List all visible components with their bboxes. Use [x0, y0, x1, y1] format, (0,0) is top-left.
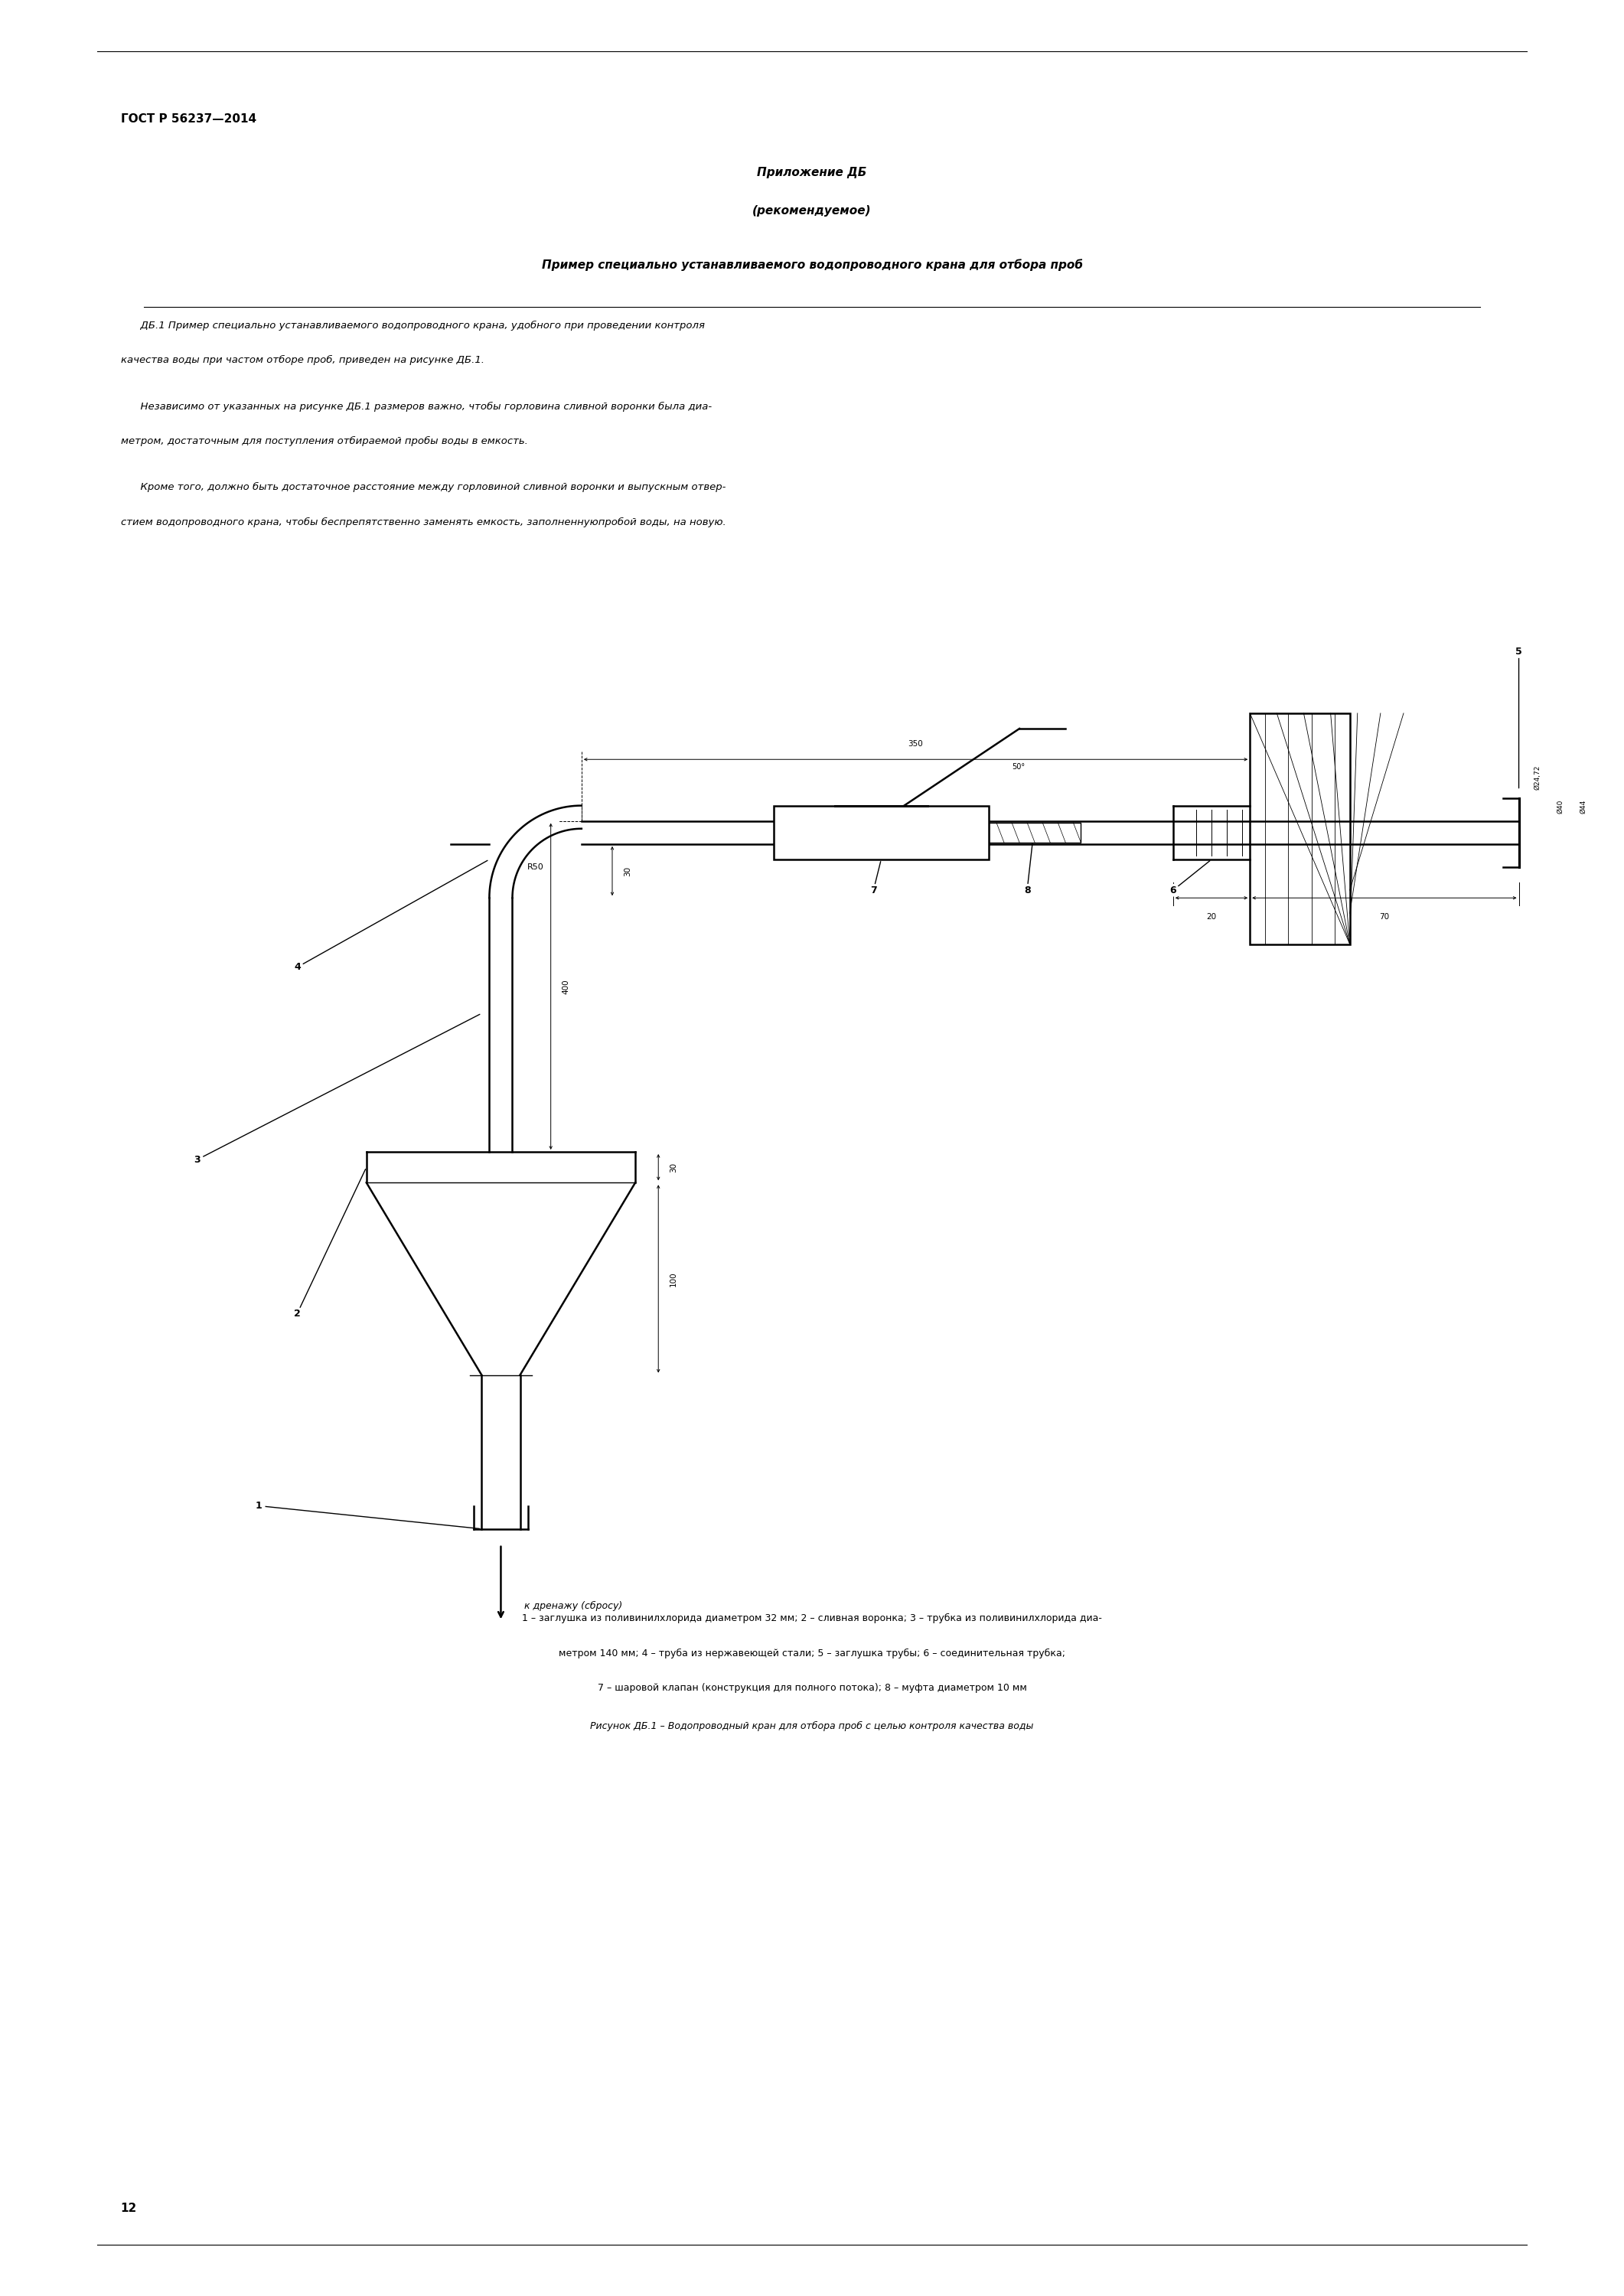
- Text: Ø24,72: Ø24,72: [1535, 765, 1541, 790]
- Text: 8: 8: [1023, 886, 1030, 895]
- Text: 7 – шаровой клапан (конструкция для полного потока); 8 – муфта диаметром 10 мм: 7 – шаровой клапан (конструкция для полн…: [598, 1683, 1026, 1692]
- Text: 100: 100: [669, 1272, 677, 1286]
- Text: 50°: 50°: [1012, 762, 1025, 771]
- Text: 70: 70: [1379, 914, 1390, 921]
- Text: Ø44: Ø44: [1580, 799, 1587, 813]
- Text: (рекомендуемое): (рекомендуемое): [752, 204, 872, 216]
- Bar: [773, 806, 989, 859]
- Text: метром, достаточным для поступления отбираемой пробы воды в емкость.: метром, достаточным для поступления отби…: [120, 436, 528, 445]
- Text: 3: 3: [195, 1155, 201, 1164]
- Text: 4: 4: [294, 962, 300, 971]
- Text: 12: 12: [120, 2202, 136, 2213]
- Text: Пример специально устанавливаемого водопроводного крана для отбора проб: Пример специально устанавливаемого водоп…: [541, 259, 1083, 271]
- Text: 30: 30: [624, 866, 632, 877]
- Text: ДБ.1 Пример специально устанавливаемого водопроводного крана, удобного при прове: ДБ.1 Пример специально устанавливаемого …: [120, 321, 705, 331]
- Text: 1 – заглушка из поливинилхлорида диаметром 32 мм; 2 – сливная воронка; 3 – трубк: 1 – заглушка из поливинилхлорида диаметр…: [521, 1614, 1103, 1623]
- Text: 350: 350: [908, 739, 924, 748]
- Text: Рисунок ДБ.1 – Водопроводный кран для отбора проб с целью контроля качества воды: Рисунок ДБ.1 – Водопроводный кран для от…: [590, 1722, 1034, 1731]
- Text: Приложение ДБ: Приложение ДБ: [757, 168, 867, 179]
- Text: 5: 5: [1515, 647, 1522, 657]
- Text: 20: 20: [1207, 914, 1216, 921]
- Text: 1: 1: [255, 1502, 261, 1511]
- Text: Ø40: Ø40: [1557, 799, 1564, 813]
- Text: 6: 6: [1169, 886, 1176, 895]
- Bar: [989, 822, 1082, 843]
- Bar: [1250, 714, 1350, 944]
- Text: качества воды при частом отборе проб, приведен на рисунке ДБ.1.: качества воды при частом отборе проб, пр…: [120, 356, 484, 365]
- Text: Независимо от указанных на рисунке ДБ.1 размеров важно, чтобы горловина сливной : Независимо от указанных на рисунке ДБ.1 …: [120, 402, 711, 411]
- Text: стием водопроводного крана, чтобы беспрепятственно заменять емкость, заполненную: стием водопроводного крана, чтобы беспре…: [120, 517, 726, 528]
- Text: Кроме того, должно быть достаточное расстояние между горловиной сливной воронки : Кроме того, должно быть достаточное расс…: [120, 482, 726, 491]
- Text: метром 140 мм; 4 – труба из нержавеющей стали; 5 – заглушка трубы; 6 – соедините: метром 140 мм; 4 – труба из нержавеющей …: [559, 1649, 1065, 1658]
- Text: к дренажу (сбросу): к дренажу (сбросу): [525, 1600, 622, 1612]
- Text: 30: 30: [669, 1162, 677, 1173]
- Text: 7: 7: [870, 886, 877, 895]
- Text: R50: R50: [528, 863, 544, 870]
- Text: 400: 400: [562, 978, 570, 994]
- Text: 2: 2: [294, 1309, 300, 1318]
- Text: ГОСТ Р 56237—2014: ГОСТ Р 56237—2014: [120, 113, 257, 124]
